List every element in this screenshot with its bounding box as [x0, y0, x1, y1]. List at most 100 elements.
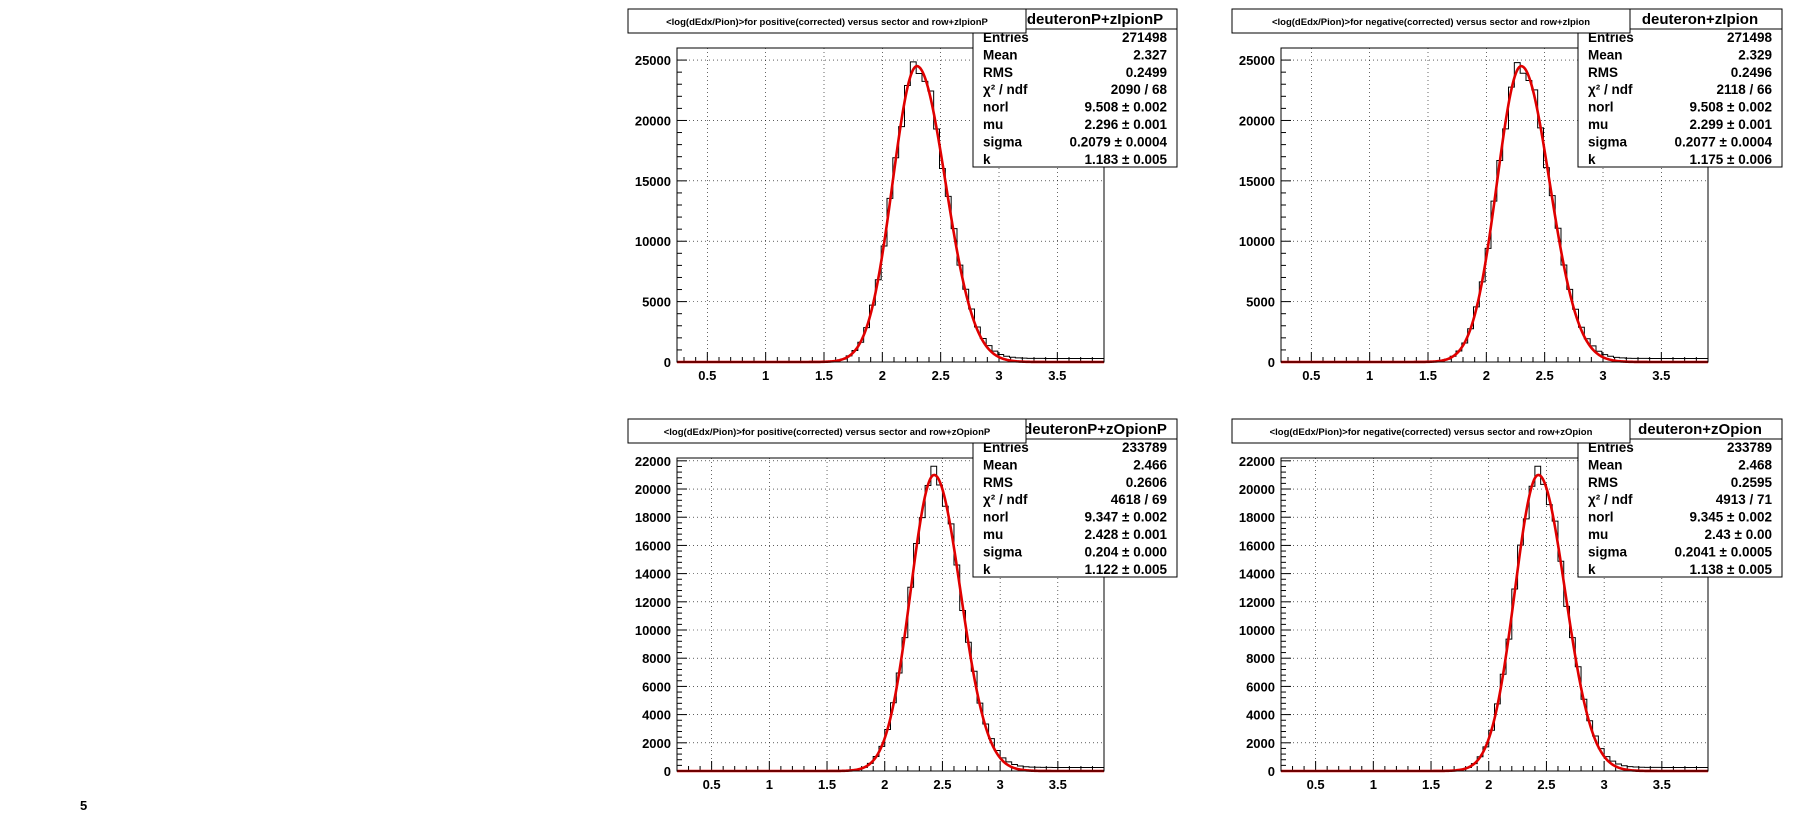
chart-title: <log(dEdx/Pion)>for negative(corrected) … [1270, 427, 1593, 438]
y-tick-label: 10000 [635, 623, 671, 638]
stats-value: 0.2077 ± 0.0004 [1675, 134, 1773, 149]
x-tick-label: 3.5 [1049, 777, 1067, 792]
stats-value: 2.466 [1133, 457, 1167, 472]
stats-key: sigma [983, 134, 1023, 149]
stats-value: 2.329 [1738, 47, 1772, 62]
y-tick-label: 20000 [1239, 113, 1275, 128]
stats-value: 233789 [1727, 440, 1772, 455]
y-tick-label: 6000 [1246, 679, 1275, 694]
stats-key: norl [1588, 100, 1614, 115]
stats-key: RMS [1588, 65, 1618, 80]
y-tick-label: 8000 [1246, 651, 1275, 666]
stats-key: Mean [983, 47, 1018, 62]
stats-key: Entries [1588, 440, 1634, 455]
y-tick-label: 10000 [635, 234, 671, 249]
stats-box [1577, 8, 1783, 168]
stats-value: 0.2606 [1126, 475, 1168, 490]
stats-key: Mean [1588, 457, 1623, 472]
stats-box [972, 418, 1178, 578]
title-box [627, 418, 1027, 444]
y-tick-label: 0 [1268, 355, 1275, 370]
stats-key: Entries [983, 30, 1029, 45]
stats-key: mu [1588, 527, 1608, 542]
stats-value: 1.138 ± 0.005 [1690, 562, 1773, 577]
x-tick-label: 3.5 [1653, 777, 1671, 792]
y-tick-label: 12000 [1239, 595, 1275, 610]
y-tick-label: 18000 [635, 510, 671, 525]
x-tick-label: 2 [881, 777, 888, 792]
x-tick-label: 2.5 [933, 777, 951, 792]
stats-value: 2.299 ± 0.001 [1690, 117, 1773, 132]
stats-value: 2.468 [1738, 457, 1772, 472]
stats-key: mu [983, 527, 1003, 542]
stats-value: 9.347 ± 0.002 [1085, 510, 1167, 525]
x-tick-label: 3 [997, 777, 1004, 792]
title-box [627, 8, 1027, 34]
stats-value: 9.508 ± 0.002 [1690, 100, 1772, 115]
stats-name: deuteronP+zOpionP [1023, 421, 1167, 438]
y-tick-label: 22000 [635, 454, 671, 469]
y-tick-label: 0 [664, 764, 671, 779]
y-tick-label: 6000 [642, 679, 671, 694]
chart-title: <log(dEdx/Pion)>for positive(corrected) … [664, 427, 991, 438]
stats-key: Mean [983, 457, 1018, 472]
stats-name: deuteronP+zIpionP [1027, 11, 1163, 28]
x-tick-label: 1.5 [1419, 368, 1437, 383]
stats-key: norl [983, 510, 1009, 525]
stats-value: 0.2496 [1731, 65, 1773, 80]
stats-key: Mean [1588, 47, 1623, 62]
corner-mark: 5 [80, 798, 88, 813]
stats-value: 1.175 ± 0.006 [1690, 152, 1773, 167]
stats-box [972, 8, 1178, 168]
stats-key: sigma [1588, 134, 1628, 149]
x-tick-label: 1.5 [818, 777, 836, 792]
y-tick-label: 14000 [1239, 567, 1275, 582]
stats-value: 1.183 ± 0.005 [1085, 152, 1168, 167]
x-tick-label: 2 [879, 368, 886, 383]
y-tick-label: 15000 [635, 174, 671, 189]
x-tick-label: 3.5 [1652, 368, 1670, 383]
stats-key: norl [1588, 510, 1614, 525]
x-tick-label: 2.5 [1536, 368, 1554, 383]
y-tick-label: 10000 [1239, 623, 1275, 638]
x-tick-label: 0.5 [698, 368, 716, 383]
x-tick-label: 1 [762, 368, 769, 383]
x-tick-label: 2 [1485, 777, 1492, 792]
stats-value: 0.2595 [1731, 475, 1773, 490]
y-tick-label: 4000 [1246, 708, 1275, 723]
x-tick-label: 1.5 [1422, 777, 1440, 792]
stats-box [1577, 418, 1783, 578]
stats-key: Entries [1588, 30, 1634, 45]
x-tick-label: 1 [1366, 368, 1373, 383]
y-tick-label: 5000 [1246, 295, 1275, 310]
x-tick-label: 3 [995, 368, 1002, 383]
plot-frame [1280, 457, 1709, 772]
y-tick-label: 18000 [1239, 510, 1275, 525]
y-tick-label: 20000 [1239, 482, 1275, 497]
y-tick-label: 0 [1268, 764, 1275, 779]
x-tick-label: 1 [766, 777, 773, 792]
stats-name: deuteron+zIpion [1642, 11, 1758, 28]
y-tick-label: 12000 [635, 595, 671, 610]
chart-pad-4: 0.5 1 1.5 2 2.5 3 3.5 0 2000 4000 6000 8000 10000 120… [1231, 418, 1783, 792]
stats-value: 0.2499 [1126, 65, 1167, 80]
chart-title: <log(dEdx/Pion)>for negative(corrected) … [1272, 17, 1590, 28]
y-tick-label: 5000 [642, 295, 671, 310]
title-box [1231, 8, 1631, 34]
stats-key: χ² / ndf [983, 492, 1028, 507]
y-tick-label: 14000 [635, 567, 671, 582]
y-tick-label: 20000 [635, 113, 671, 128]
stats-key: sigma [1588, 544, 1628, 559]
stats-key: sigma [983, 544, 1023, 559]
stats-key: χ² / ndf [983, 82, 1028, 97]
stats-value: 0.204 ± 0.000 [1085, 544, 1167, 559]
stats-value: 0.2041 ± 0.0005 [1675, 544, 1773, 559]
x-tick-label: 1.5 [815, 368, 833, 383]
stats-value: 233789 [1122, 440, 1167, 455]
stats-key: χ² / ndf [1588, 82, 1633, 97]
stats-key: mu [1588, 117, 1608, 132]
stats-key: k [983, 562, 991, 577]
y-tick-label: 25000 [1239, 53, 1275, 68]
y-tick-label: 15000 [1239, 174, 1275, 189]
y-tick-label: 20000 [635, 482, 671, 497]
